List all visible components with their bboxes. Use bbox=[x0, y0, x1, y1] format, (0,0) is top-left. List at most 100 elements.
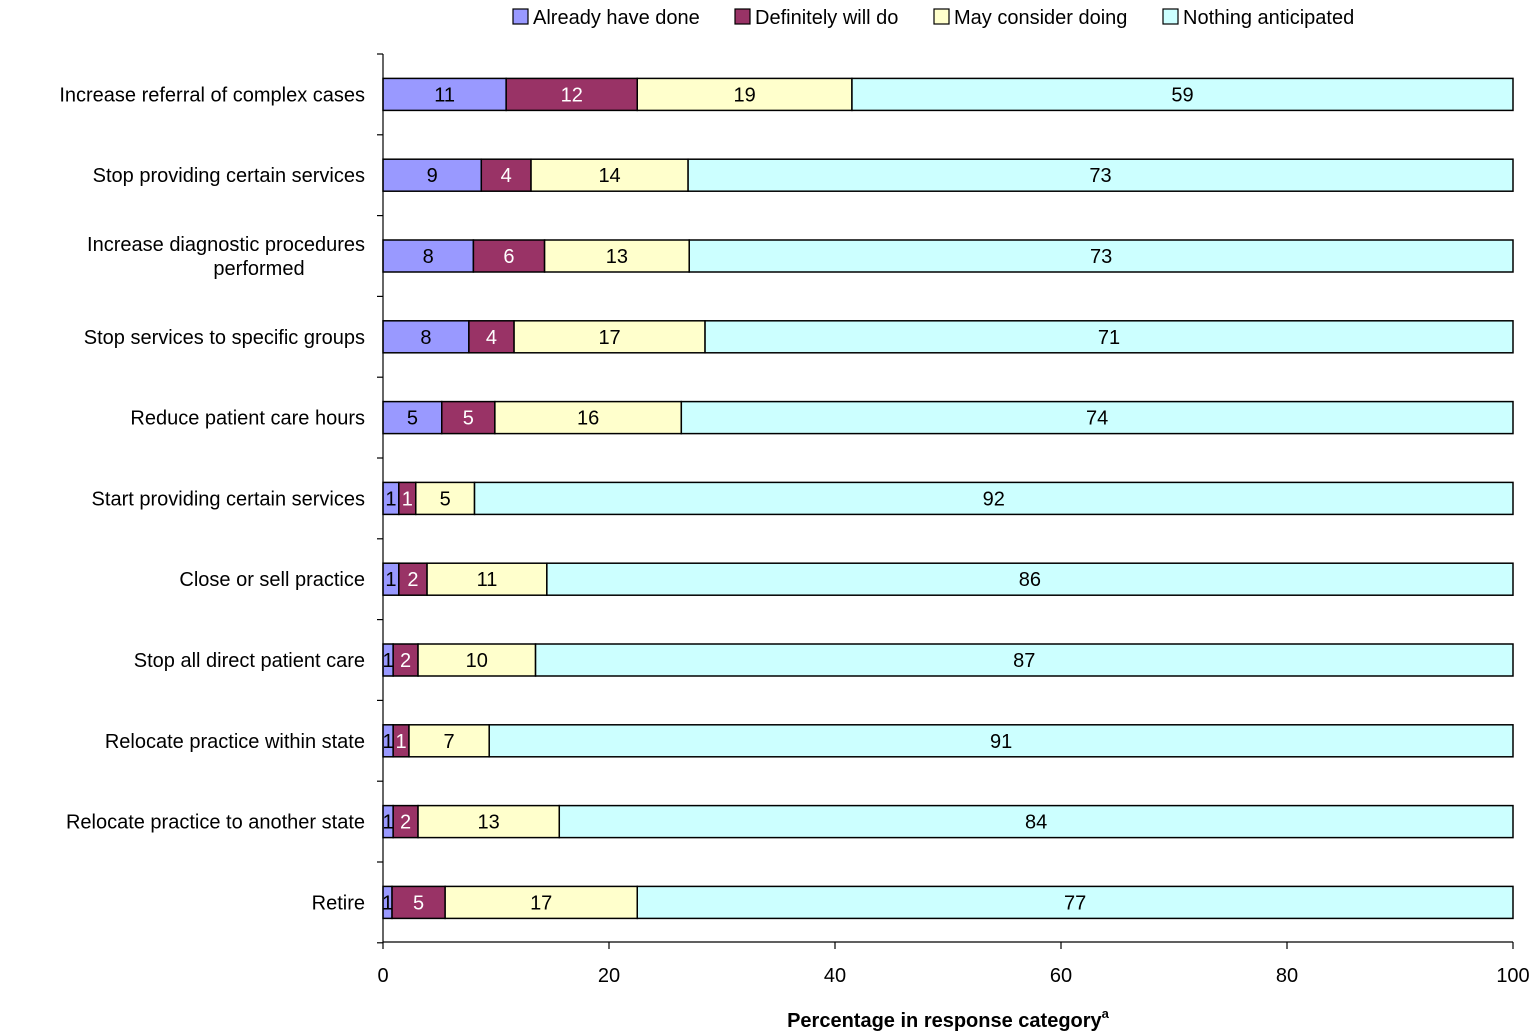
data-label: 59 bbox=[1171, 84, 1193, 106]
bar-start-providing-certain-services-nothing-anticipated bbox=[473, 481, 1514, 516]
data-label: 7 bbox=[444, 731, 455, 753]
data-label: 2 bbox=[400, 812, 411, 834]
category-label: Stop providing certain services bbox=[93, 165, 365, 187]
legend-swatch-nothing-anticipated bbox=[1162, 8, 1179, 25]
data-label: 1 bbox=[383, 731, 394, 753]
bar-stop-services-to-specific-groups-nothing-anticipated bbox=[704, 320, 1514, 354]
bar-relocate-practice-to-another-state-may-consider-doing bbox=[417, 804, 561, 839]
legend-swatch-definitely-will-do bbox=[734, 8, 751, 25]
data-label: 4 bbox=[486, 327, 497, 349]
category-label: Start providing certain services bbox=[92, 488, 365, 510]
bar-relocate-practice-within-state-may-consider-doing bbox=[408, 724, 490, 758]
category-label: Increase referral of complex cases bbox=[59, 84, 365, 106]
bar-increase-referral-of-complex-cases-nothing-anticipated bbox=[851, 77, 1514, 112]
category-label: Close or sell practice bbox=[179, 569, 365, 591]
data-label: 19 bbox=[733, 84, 755, 106]
data-label: 17 bbox=[598, 327, 620, 349]
bar-increase-referral-of-complex-cases-definitely-will-do bbox=[505, 77, 639, 112]
category-label: Increase diagnostic procedures performed bbox=[87, 234, 365, 280]
data-label: 71 bbox=[1098, 327, 1120, 349]
legend-label-may-consider-doing: May consider doing bbox=[954, 7, 1127, 29]
x-tick-label: 40 bbox=[824, 965, 846, 987]
x-tick-label: 0 bbox=[377, 965, 388, 987]
data-label: 92 bbox=[983, 488, 1005, 510]
data-label: 87 bbox=[1013, 650, 1035, 672]
data-label: 16 bbox=[577, 408, 599, 430]
x-tick-label: 100 bbox=[1496, 965, 1529, 987]
data-label: 5 bbox=[463, 408, 474, 430]
x-tick-label: 60 bbox=[1050, 965, 1072, 987]
data-label: 2 bbox=[400, 650, 411, 672]
category-label: Retire bbox=[312, 892, 365, 914]
category-labels: Increase referral of complex cases Stop p… bbox=[59, 84, 365, 914]
data-label: 86 bbox=[1019, 569, 1041, 591]
bar-stop-providing-certain-services-definitely-will-do bbox=[480, 158, 532, 192]
data-label: 8 bbox=[420, 327, 431, 349]
bar-stop-all-direct-patient-care-nothing-anticipated bbox=[534, 643, 1514, 677]
bar-relocate-practice-to-another-state-nothing-anticipated bbox=[558, 804, 1514, 839]
legend: Already have done Definitely will do May c… bbox=[512, 7, 1354, 29]
x-axis-title: Percentage in response categorya bbox=[787, 1006, 1110, 1032]
legend-swatch-already-have-done bbox=[512, 8, 529, 25]
data-label: 8 bbox=[423, 246, 434, 268]
data-label: 17 bbox=[530, 892, 552, 914]
data-label: 1 bbox=[383, 812, 394, 834]
data-label: 1 bbox=[382, 892, 393, 914]
data-label: 13 bbox=[606, 246, 628, 268]
data-label: 10 bbox=[466, 650, 488, 672]
bar-stop-providing-certain-services-may-consider-doing bbox=[530, 158, 689, 192]
bar-reduce-patient-care-hours-nothing-anticipated bbox=[680, 400, 1514, 435]
legend-label-already-have-done: Already have done bbox=[533, 7, 700, 29]
data-label: 73 bbox=[1090, 246, 1112, 268]
bar-close-or-sell-practice-may-consider-doing bbox=[426, 562, 548, 596]
bar-relocate-practice-within-state-nothing-anticipated bbox=[488, 724, 1514, 758]
data-label: 6 bbox=[503, 246, 514, 268]
x-tick-label: 20 bbox=[598, 965, 620, 987]
bars: 11 12 19 599 4 14 738 6 13 738 4 17 715 5 16 741 1 5 921 2 1… bbox=[382, 77, 1514, 920]
bar-increase-referral-of-complex-cases-may-consider-doing bbox=[636, 77, 853, 112]
data-label: 11 bbox=[477, 569, 498, 591]
data-label: 74 bbox=[1086, 408, 1108, 430]
data-label: 91 bbox=[990, 731, 1012, 753]
data-label: 9 bbox=[427, 165, 438, 187]
data-label: 1 bbox=[385, 488, 396, 510]
bar-stop-services-to-specific-groups-definitely-will-do bbox=[468, 320, 515, 354]
bar-close-or-sell-practice-nothing-anticipated bbox=[546, 562, 1514, 596]
data-label: 13 bbox=[478, 812, 500, 834]
data-label: 77 bbox=[1064, 892, 1086, 914]
data-label: 5 bbox=[413, 892, 424, 914]
data-label: 1 bbox=[383, 650, 394, 672]
category-label: Stop services to specific groups bbox=[84, 327, 365, 349]
data-label: 4 bbox=[501, 165, 512, 187]
bar-reduce-patient-care-hours-may-consider-doing bbox=[494, 400, 683, 435]
category-label: Stop all direct patient care bbox=[134, 650, 365, 672]
category-label: Relocate practice to another state bbox=[66, 812, 365, 834]
data-label: 14 bbox=[598, 165, 620, 187]
data-label: 1 bbox=[402, 488, 413, 510]
legend-label-definitely-will-do: Definitely will do bbox=[755, 7, 898, 29]
bar-stop-providing-certain-services-nothing-anticipated bbox=[687, 158, 1514, 192]
data-label: 12 bbox=[561, 84, 583, 106]
axes bbox=[377, 53, 1514, 949]
legend-label-nothing-anticipated: Nothing anticipated bbox=[1183, 7, 1354, 29]
bar-increase-diagnostic-procedures-performed-definitely-will-do bbox=[472, 239, 546, 273]
bar-retire-may-consider-doing bbox=[444, 885, 638, 920]
data-label: 1 bbox=[396, 731, 407, 753]
bar-stop-providing-certain-services-already-have-done bbox=[382, 158, 483, 192]
legend-swatch-may-consider-doing bbox=[933, 8, 950, 25]
category-label: Relocate practice within state bbox=[105, 731, 365, 753]
data-label: 5 bbox=[440, 488, 451, 510]
data-label: 73 bbox=[1089, 165, 1111, 187]
x-tick-labels: 0 20 40 60 80 100 bbox=[377, 965, 1529, 987]
bar-stop-services-to-specific-groups-already-have-done bbox=[382, 320, 470, 354]
data-label: 84 bbox=[1025, 812, 1047, 834]
data-label: 5 bbox=[407, 408, 418, 430]
bar-close-or-sell-practice-definitely-will-do bbox=[398, 562, 428, 596]
data-label: 11 bbox=[434, 84, 455, 106]
bar-increase-diagnostic-procedures-performed-nothing-anticipated bbox=[688, 239, 1514, 273]
bar-retire-nothing-anticipated bbox=[636, 885, 1514, 920]
x-tick-label: 80 bbox=[1276, 965, 1298, 987]
data-label: 1 bbox=[385, 569, 396, 591]
category-label: Reduce patient care hours bbox=[130, 408, 365, 430]
